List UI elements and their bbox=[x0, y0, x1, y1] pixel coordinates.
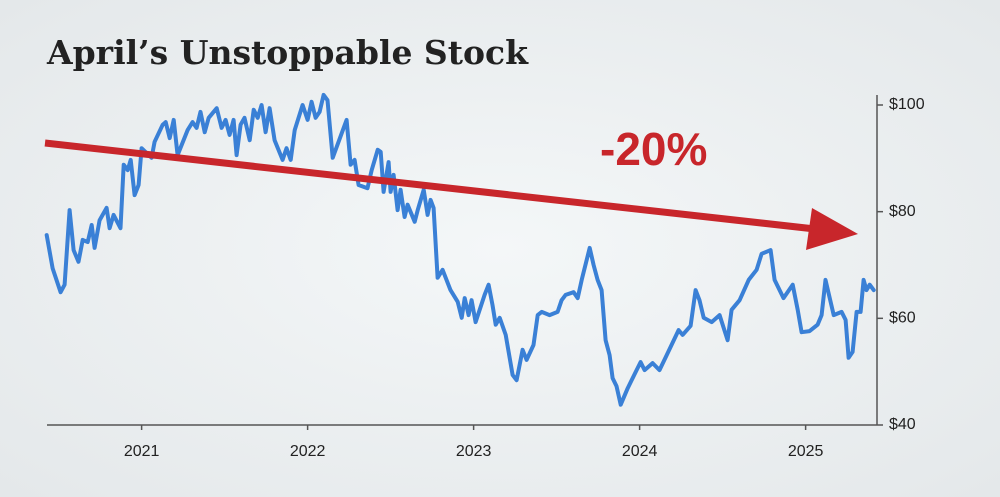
y-tick-label: $80 bbox=[889, 203, 916, 220]
trend-arrow-head bbox=[806, 208, 858, 250]
x-tick-label: 2023 bbox=[456, 443, 492, 460]
price-line bbox=[44, 92, 876, 407]
annotation: -20% bbox=[600, 123, 707, 175]
y-tick-label: $60 bbox=[889, 310, 916, 327]
trend-arrow bbox=[44, 139, 816, 233]
chart-title: April’s Unstoppable Stock bbox=[46, 33, 529, 72]
y-tick-label: $100 bbox=[889, 96, 925, 113]
x-tick-label: 2021 bbox=[124, 443, 160, 460]
plot-area: $100 $80 $60 $40 2021 2022 2023 2024 2025 bbox=[44, 92, 925, 460]
y-tick-label: $40 bbox=[889, 416, 916, 433]
x-tick-label: 2022 bbox=[290, 443, 326, 460]
x-tick-label: 2025 bbox=[788, 443, 824, 460]
x-tick-label: 2024 bbox=[622, 443, 658, 460]
